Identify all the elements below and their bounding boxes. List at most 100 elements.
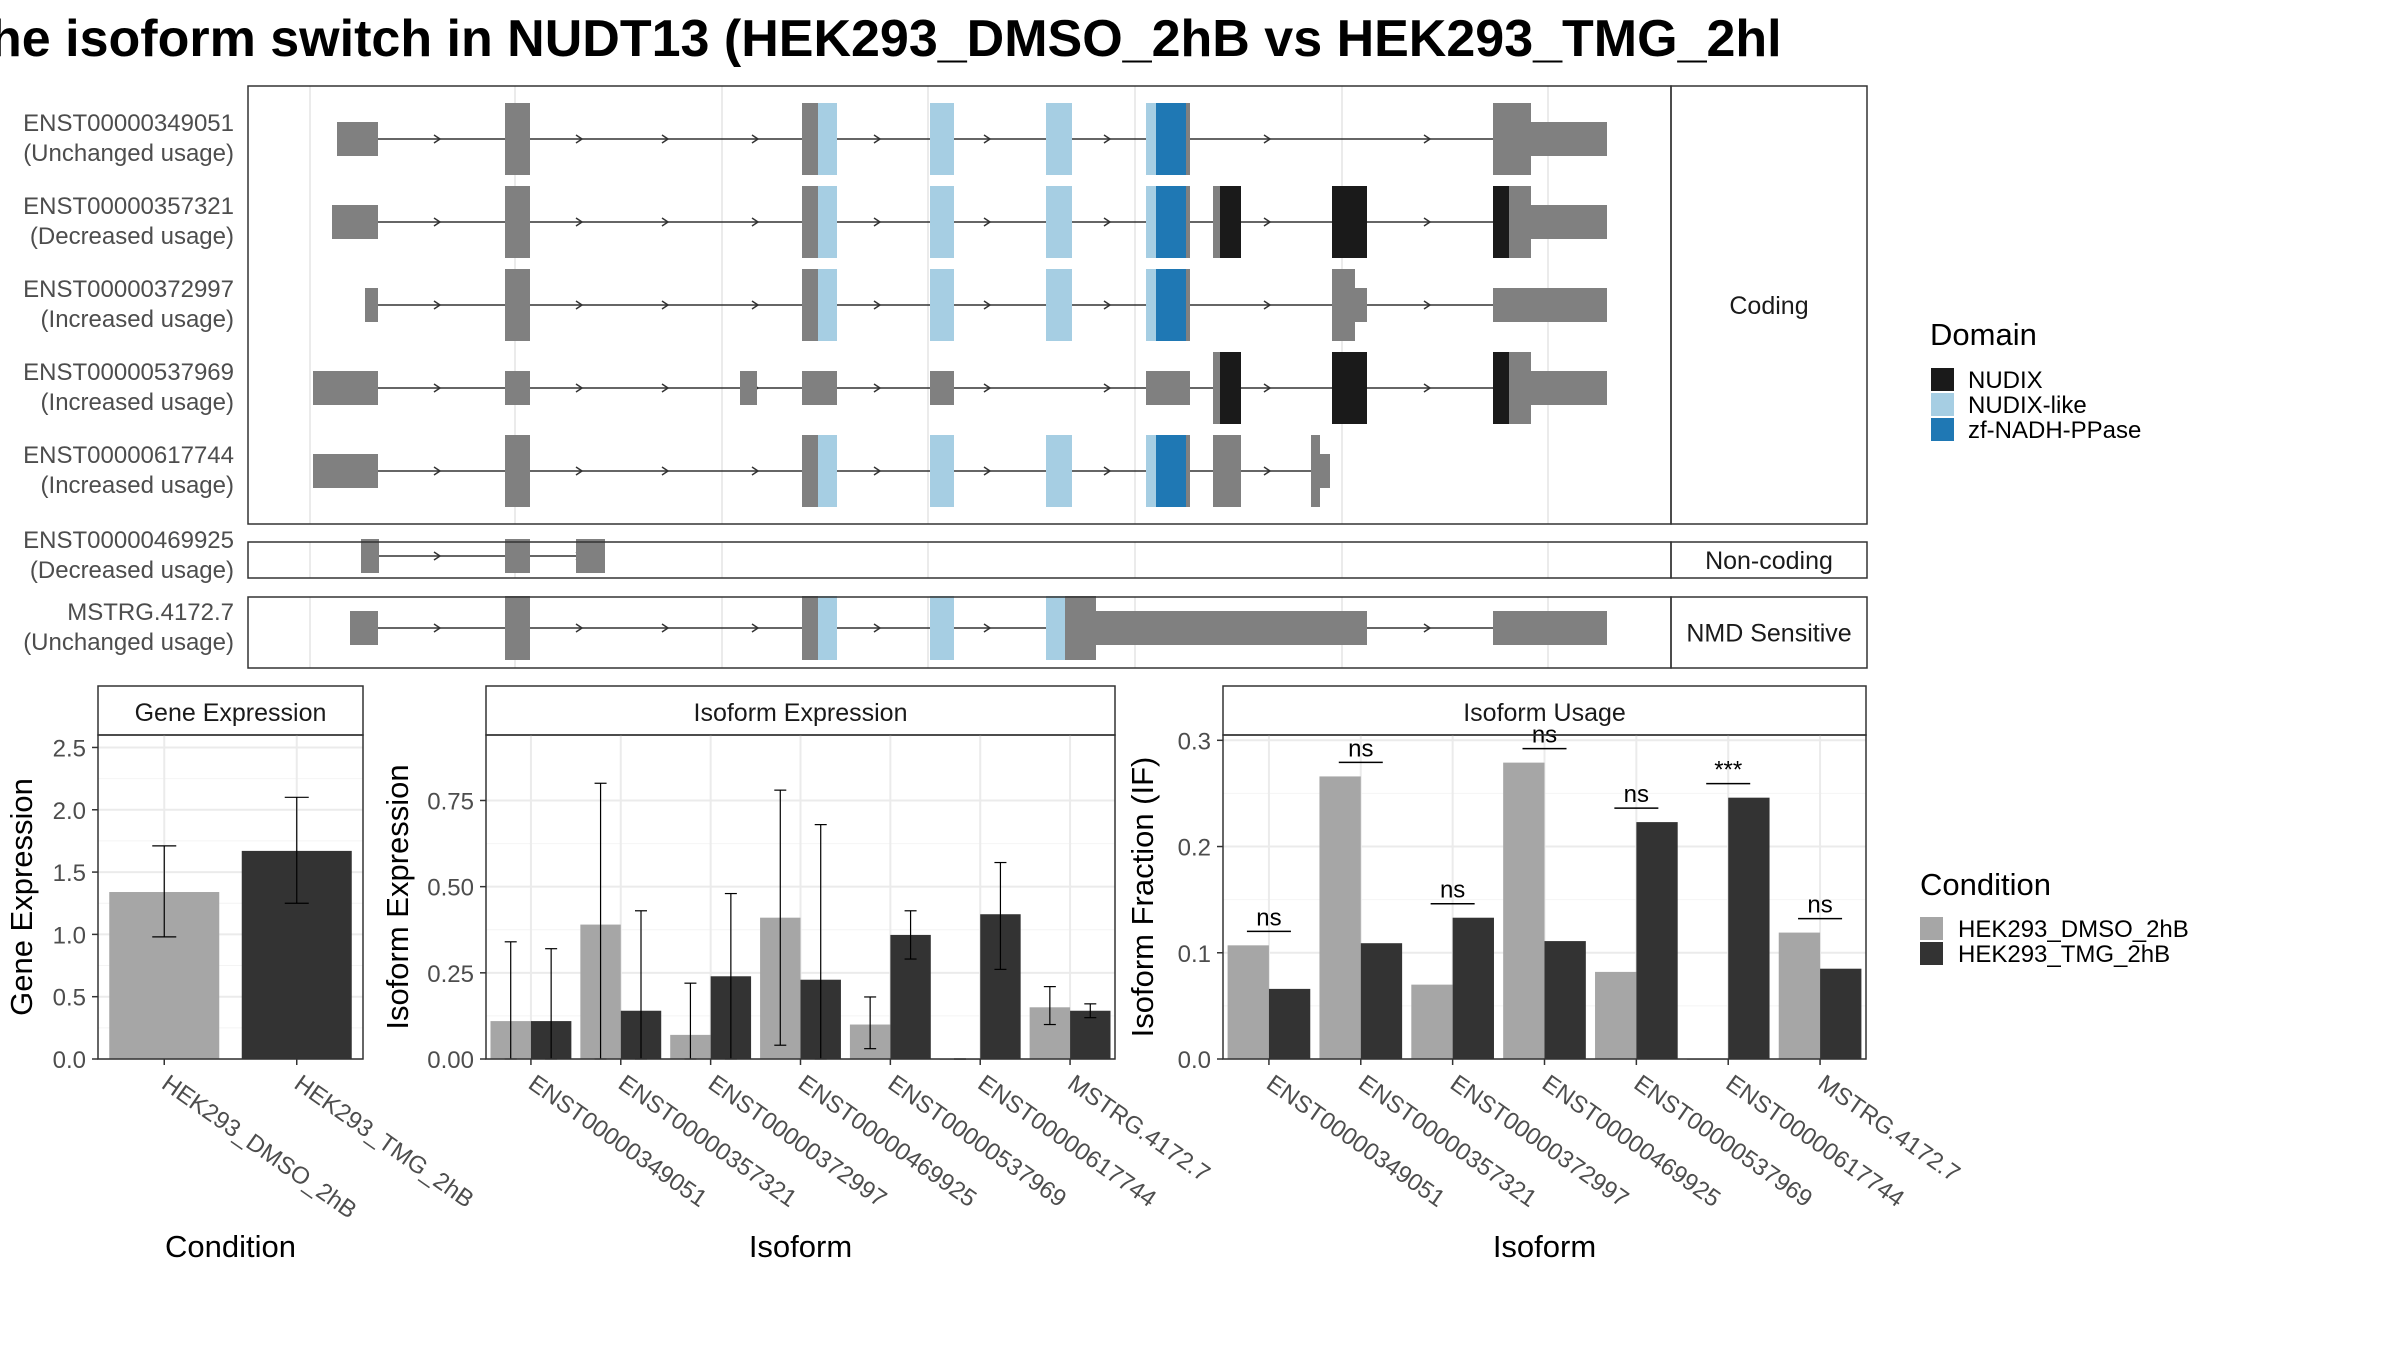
exon-block: [1186, 269, 1190, 341]
exon-block: [505, 103, 530, 175]
exon-block: [1146, 103, 1156, 175]
y-tick-label: 1.0: [53, 922, 86, 949]
chart-strip: [485, 685, 1116, 736]
bar: [1820, 968, 1862, 1059]
exon-block: [930, 371, 954, 405]
isoform-id-label: ENST00000469925: [23, 527, 234, 554]
exon-block: [818, 596, 837, 660]
isoform-usage-label: (Unchanged usage): [23, 629, 234, 656]
intron-arrow: [433, 300, 442, 310]
bar: [1070, 1010, 1111, 1059]
exon-block: [1046, 103, 1072, 175]
exon-block: [1220, 352, 1241, 424]
intron-arrow: [1423, 300, 1432, 310]
exon-block: [930, 269, 954, 341]
exon-block: [1493, 103, 1531, 175]
bar: [1319, 776, 1361, 1059]
exon-block: [1332, 352, 1367, 424]
isoform-id-label: ENST00000372997: [23, 276, 234, 303]
intron-arrow: [661, 300, 670, 310]
intron-arrow: [661, 623, 670, 633]
y-tick-label: 1.5: [53, 860, 86, 887]
condition-legend-title: Condition: [1920, 867, 2051, 902]
intron-arrow: [433, 217, 442, 227]
domain-legend-swatch: [1931, 393, 1954, 416]
intron-arrow: [433, 551, 442, 561]
isoform-id-label: ENST00000617744: [23, 442, 234, 469]
exon-block: [818, 435, 837, 507]
exon-block: [1509, 352, 1531, 424]
significance-label: ns: [1256, 904, 1281, 931]
intron-arrow: [433, 623, 442, 633]
domain-legend-title: Domain: [1930, 317, 2037, 352]
exon-block: [802, 596, 818, 660]
intron-arrow: [873, 134, 882, 144]
exon-block: [930, 596, 954, 660]
condition-legend-swatch: [1920, 917, 1943, 940]
intron-arrow: [1103, 134, 1112, 144]
intron-arrow: [661, 383, 670, 393]
intron-arrow: [983, 217, 992, 227]
exon-block: [350, 611, 378, 645]
exon-block: [1493, 611, 1607, 645]
exon-block: [1046, 186, 1072, 258]
intron-arrow: [1263, 217, 1272, 227]
bar: [1778, 932, 1821, 1059]
intron-arrow: [575, 217, 584, 227]
exon-block: [802, 435, 818, 507]
intron-arrow: [1103, 466, 1112, 476]
isoform-id-label: ENST00000357321: [23, 193, 234, 220]
exon-block: [505, 435, 530, 507]
isoform-id-label: ENST00000537969: [23, 359, 234, 386]
isoform-usage-label: (Decreased usage): [30, 223, 234, 250]
exon-block: [1493, 352, 1509, 424]
structure-panel-bg: [248, 597, 1671, 668]
y-tick-label: 0.1: [1178, 941, 1211, 968]
x-axis-title: Condition: [165, 1229, 296, 1264]
intron-arrow: [1103, 383, 1112, 393]
intron-arrow: [433, 383, 442, 393]
exon-block: [1156, 186, 1186, 258]
figure-title: he isoform switch in NUDT13 (HEK293_DMSO…: [0, 10, 1782, 68]
exon-block: [1046, 596, 1065, 660]
intron-arrow: [575, 466, 584, 476]
y-tick-label: 0.75: [427, 788, 474, 815]
intron-arrow: [873, 623, 882, 633]
bar: [1268, 988, 1311, 1059]
chart-strip-title: Isoform Usage: [1463, 699, 1626, 727]
exon-block: [1493, 186, 1509, 258]
domain-legend-label: zf-NADH-PPase: [1968, 417, 2141, 444]
exon-block: [1186, 435, 1190, 507]
structure-group-label: Coding: [1729, 292, 1808, 320]
exon-block: [1156, 435, 1186, 507]
exon-block: [818, 269, 837, 341]
exon-block: [1355, 288, 1367, 322]
structure-group-label: NMD Sensitive: [1686, 620, 1851, 648]
intron-arrow: [575, 300, 584, 310]
intron-arrow: [1263, 300, 1272, 310]
chart-strip: [97, 685, 364, 736]
isoform-usage-label: (Increased usage): [41, 472, 234, 499]
exon-block: [1213, 435, 1241, 507]
intron-arrow: [1263, 466, 1272, 476]
structure-panel-border: [247, 596, 1672, 669]
bar: [1544, 941, 1586, 1059]
condition-legend-label: HEK293_DMSO_2hB: [1958, 916, 2189, 943]
intron-arrow: [751, 623, 760, 633]
exon-block: [1046, 269, 1072, 341]
exon-block: [1156, 269, 1186, 341]
intron-arrow: [751, 466, 760, 476]
exon-block: [818, 186, 837, 258]
bar: [1728, 797, 1770, 1059]
structure-panel-border: [247, 541, 1672, 579]
domain-legend-label: NUDIX-like: [1968, 392, 2087, 419]
intron-arrow: [873, 217, 882, 227]
intron-arrow: [873, 466, 882, 476]
isoform-usage-label: (Unchanged usage): [23, 140, 234, 167]
y-tick-label: 0.5: [53, 985, 86, 1012]
isoform-id-label: ENST00000349051: [23, 110, 234, 137]
bar: [1411, 984, 1453, 1059]
exon-block: [1146, 269, 1156, 341]
exon-block: [802, 269, 818, 341]
y-tick-label: 0.00: [427, 1047, 474, 1074]
